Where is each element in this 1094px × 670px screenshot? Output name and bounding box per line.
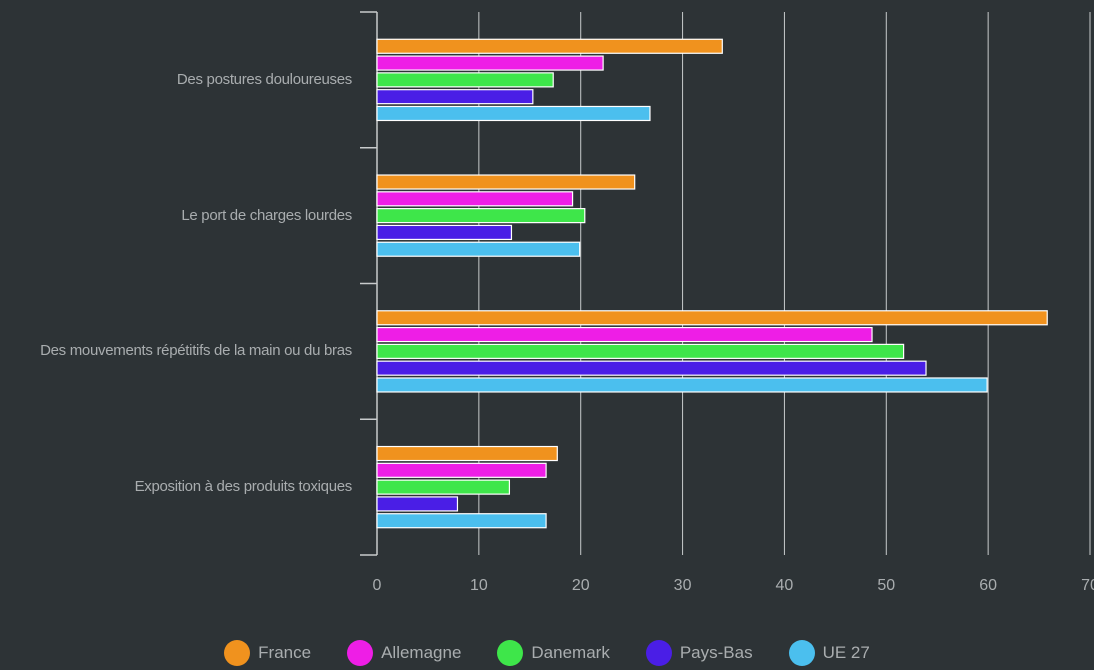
category-label: Le port de charges lourdes <box>0 201 352 231</box>
bar <box>376 174 636 190</box>
category-label: Exposition à des produits toxiques <box>0 472 353 502</box>
bar <box>376 462 547 478</box>
bar <box>376 377 988 393</box>
legend-label: Danemark <box>531 643 610 662</box>
x-tick-label: 20 <box>572 577 590 594</box>
legend-swatch <box>347 640 374 666</box>
bar <box>376 326 873 343</box>
legend-label: UE 27 <box>822 643 870 662</box>
bar <box>376 191 574 207</box>
bar <box>376 72 554 88</box>
legend-swatch <box>645 640 672 666</box>
bar <box>376 513 547 529</box>
legend-item: Allemagne <box>347 640 461 666</box>
category-label: Des postures douloureuses <box>0 65 352 95</box>
legend-item: UE 27 <box>788 640 870 666</box>
legend-swatch <box>497 640 524 666</box>
bar <box>376 55 604 71</box>
legend-swatch <box>788 640 815 666</box>
x-tick-label: 50 <box>877 577 895 594</box>
x-tick-label: 40 <box>776 577 794 594</box>
bar <box>376 343 905 359</box>
legend-swatch <box>224 640 251 666</box>
bar <box>376 310 1048 326</box>
bar <box>376 224 513 241</box>
bar <box>376 479 511 495</box>
bar <box>376 445 558 462</box>
bar <box>376 208 586 224</box>
bar <box>376 105 651 122</box>
x-tick-label: 0 <box>373 577 382 594</box>
x-tick-label: 30 <box>674 577 692 594</box>
category-text: Des mouvements répétitifs de la main ou … <box>40 342 352 360</box>
x-tick-label: 10 <box>470 577 488 594</box>
category-text: Le port de charges lourdes <box>181 206 352 224</box>
bar <box>376 241 581 257</box>
legend: France Allemagne Danemark Pays-Bas UE 27 <box>0 640 1094 666</box>
legend-label: Allemagne <box>381 643 462 662</box>
category-text: Exposition à des produits toxiques <box>134 478 353 496</box>
legend-item: France <box>224 640 311 666</box>
x-tick-label: 60 <box>979 577 997 594</box>
bar <box>376 89 534 105</box>
legend-label: France <box>258 643 312 662</box>
bar <box>376 496 459 512</box>
bar <box>376 38 723 54</box>
category-label: Des mouvements répétitifs de la main ou … <box>0 336 352 366</box>
x-tick-label: 70 <box>1081 577 1094 594</box>
legend-item: Pays-Bas <box>645 640 753 666</box>
bar <box>376 360 927 376</box>
legend-label: Pays-Bas <box>679 643 753 662</box>
category-text: Des postures douloureuses <box>176 70 352 88</box>
legend-item: Danemark <box>497 640 610 666</box>
chart: 0 10 20 30 40 50 60 70 <box>360 11 1094 594</box>
